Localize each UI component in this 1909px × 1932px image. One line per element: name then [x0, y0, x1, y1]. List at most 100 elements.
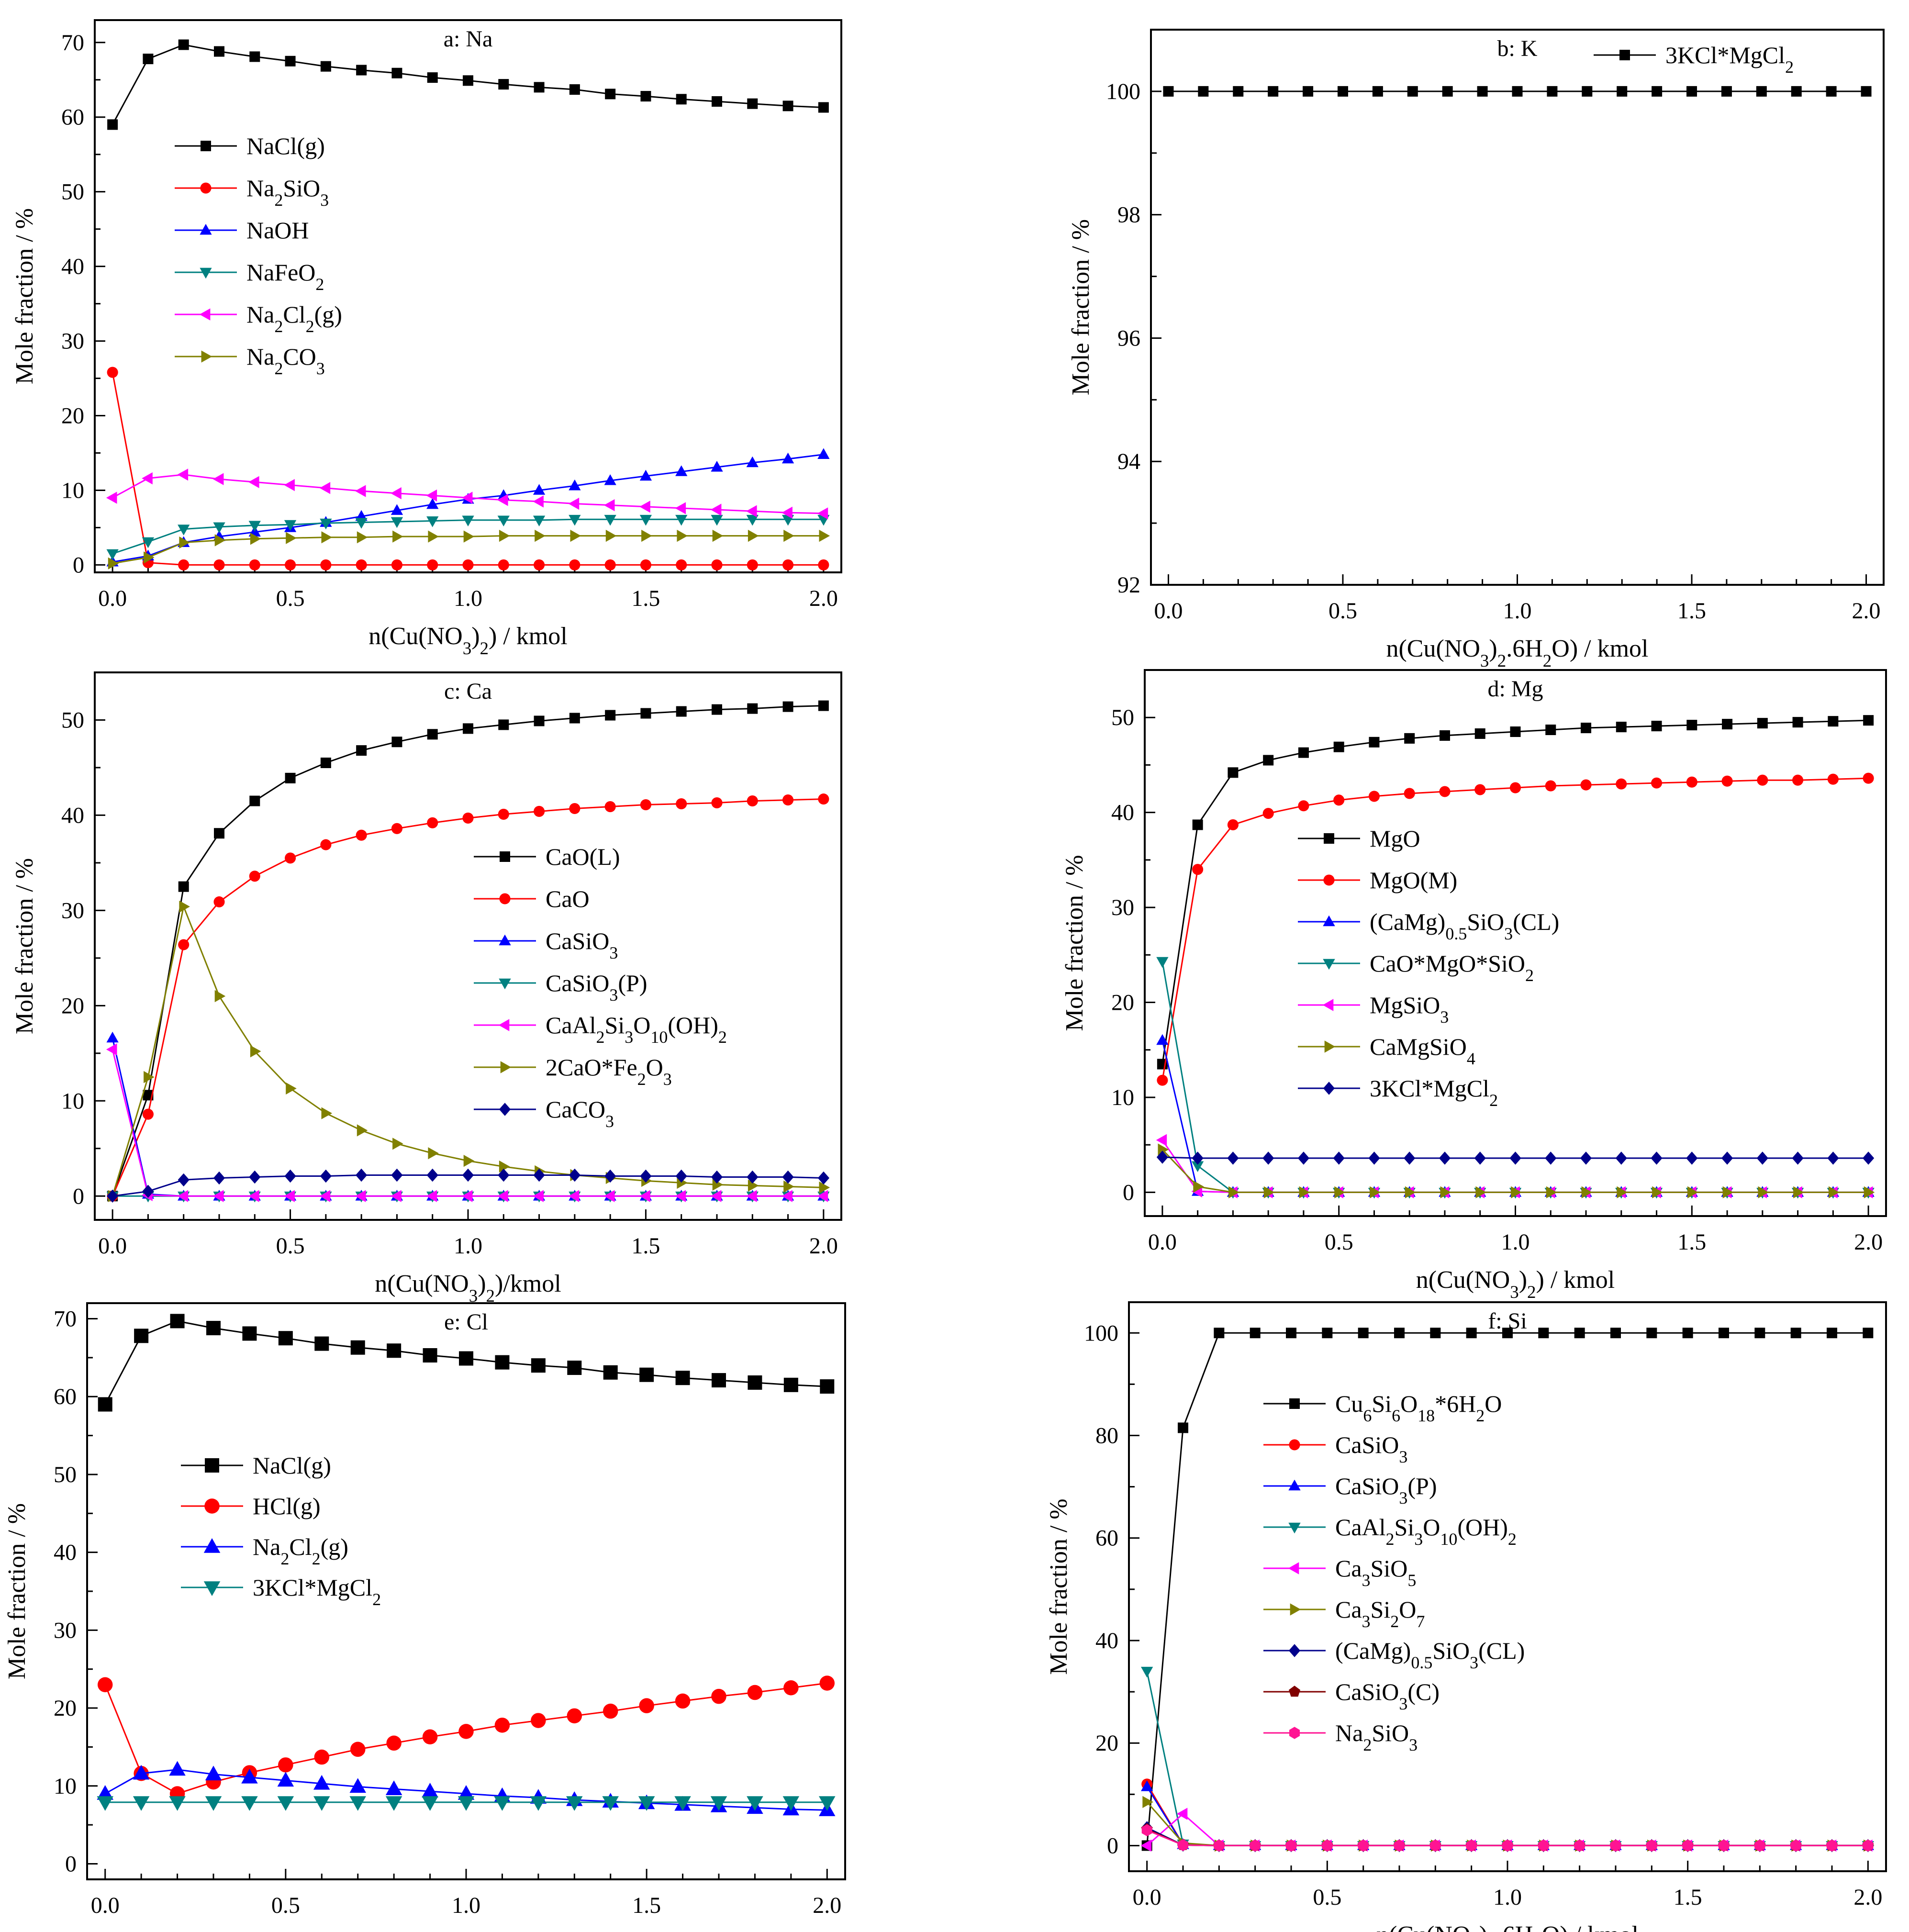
panel-e-legend-item-3kcl-mgcl2: 3KCl*MgCl2 — [181, 1574, 381, 1609]
panel-c-series-cao-l-point — [249, 795, 260, 806]
panel-e-x-tick-label: 0.0 — [91, 1893, 120, 1918]
panel-d-series-mgo-point — [1439, 730, 1450, 741]
panel-c-series-cao-l — [107, 700, 829, 1202]
panel-d-series-camgsio4-point — [1440, 1186, 1451, 1198]
panel-c-series-cao — [107, 793, 829, 1202]
panel-a-x-axis-label: n(Cu(NO3)2) / kmol — [368, 623, 567, 659]
panel-d-series-mgo-m-point — [1509, 782, 1521, 793]
panel-f-series-cu6si6o18-6h2o-point — [1214, 1328, 1225, 1339]
panel-c-series-caal2si3o10-oh-2-point — [710, 1190, 722, 1202]
panel-e-series-nacl-g-point — [495, 1355, 510, 1370]
panel-d-y-tick-label: 50 — [1111, 705, 1134, 730]
panel-a-y-tick-label: 60 — [61, 105, 84, 130]
panel-c-series-2cao-fe2o3-point — [286, 1082, 297, 1095]
panel-f-y-tick-label: 20 — [1095, 1731, 1118, 1756]
panel-d-legend-item-mgsio3-label: MgSiO3 — [1370, 992, 1449, 1027]
panel-e-y-tick-label: 50 — [54, 1462, 77, 1487]
panel-d-series-mgo-m-point — [1580, 779, 1592, 791]
panel-f-series-cu6si6o18-6h2o-point — [1322, 1328, 1333, 1339]
panel-e-legend-item-hcl-g: HCl(g) — [181, 1493, 321, 1519]
panel-c-series-caal2si3o10-oh-2-point — [568, 1190, 580, 1202]
panel-c-series-cao-point — [320, 839, 332, 850]
panel-c-x-tick-label: 1.5 — [631, 1233, 660, 1259]
panel-d-y-axis-label: Mole fraction / % — [1061, 855, 1088, 1031]
panel-f-series-na2sio3-point — [1538, 1839, 1549, 1852]
panel-f-series-casio3-p-line — [1146, 1786, 1868, 1846]
panel-b-y-tick-label: 96 — [1117, 325, 1140, 351]
panel-c-series-caco3-point — [747, 1170, 759, 1184]
panel-c-series-cao-point — [142, 1108, 154, 1120]
panel-f-series-na2sio3-point — [1610, 1839, 1621, 1852]
panel-a-series-naoh-point — [675, 465, 688, 476]
panel-a-series-nacl-g-point — [214, 46, 224, 57]
panel-a-series-na2cl2-g-point — [568, 497, 580, 510]
panel-c-legend-item-2cao-fe2o3-marker — [500, 1061, 512, 1073]
panel-d-series-camgsio4-point — [1617, 1186, 1628, 1198]
panel-d-legend-item-3kcl-mgcl2-label: 3KCl*MgCl2 — [1370, 1075, 1498, 1110]
panel-a-series-nacl-g-point — [712, 96, 722, 107]
panel-c-series-caco3-point — [782, 1170, 794, 1184]
panel-c-series-cao-l-point — [676, 706, 687, 717]
panel-e-series-na2cl2-g-point — [169, 1761, 186, 1776]
panel-f-plot-frame — [1128, 1301, 1887, 1872]
panel-e-series-nacl-g-point — [314, 1336, 329, 1351]
panel-a-legend-item-na2co3: Na2CO3 — [175, 343, 325, 378]
panel-e-series-nacl-g-point — [675, 1371, 690, 1385]
panel-d-series-3kcl-mgcl2-point — [1863, 1151, 1875, 1165]
panel-e-series-hcl-g-point — [567, 1708, 582, 1724]
panel-a-series-naoh-point — [781, 452, 794, 464]
panel-e-series-na2cl2-g-point — [205, 1765, 222, 1781]
panel-e-series-3kcl-mgcl2-point — [782, 1796, 800, 1811]
panel-c-legend-item-casio3-p-marker — [499, 978, 511, 990]
panel-f-series-caal2si3o10-oh-2-point — [1141, 1666, 1153, 1678]
panel-c-series-caal2si3o10-oh-2-point — [461, 1190, 473, 1202]
panel-a-series-na2sio3-point — [107, 367, 118, 378]
panel-e-series-3kcl-mgcl2-point — [169, 1796, 186, 1811]
panel-e-series-3kcl-mgcl2-point — [385, 1796, 402, 1811]
panel-c-legend-item-cao-l: CaO(L) — [474, 843, 620, 870]
panel-d-legend-item-mgsio3: MgSiO3 — [1298, 992, 1449, 1027]
panel-a-title: a: Na — [444, 26, 493, 52]
panel-a-series-naoh-point — [746, 456, 759, 468]
panel-f-series-na2sio3-point — [1719, 1839, 1729, 1852]
panel-a-series-nafeo2-point — [284, 520, 297, 531]
panel-d-y-tick-label: 40 — [1111, 800, 1134, 826]
panel-d-legend-item-camg-0-5sio3-cl: (CaMg)0.5SiO3(CL) — [1298, 908, 1559, 943]
panel-b-series-3kcl-mgcl2-point — [1407, 86, 1418, 97]
panel-d-series-mgo-point — [1333, 741, 1344, 752]
panel-e-series-na2cl2-g-point — [313, 1775, 330, 1790]
panel-e-series-nacl-g-point — [748, 1375, 762, 1390]
panel-c-series-caco3-point — [213, 1171, 225, 1185]
panel-a-series-nafeo2-point — [106, 549, 119, 560]
panel-b-series-3kcl-mgcl2-point — [1721, 86, 1732, 97]
panel-d-series-3kcl-mgcl2 — [1156, 1150, 1875, 1165]
panel-a-series-na2cl2-g-point — [248, 476, 259, 488]
panel-c-series-caal2si3o10-oh-2-point — [746, 1190, 757, 1202]
panel-e-x-tick-label: 2.0 — [813, 1893, 841, 1918]
panel-c-legend-item-cao-marker — [499, 893, 511, 905]
panel-b-x-axis-label: n(Cu(NO3)2.6H2O) / kmol — [1386, 635, 1648, 671]
panel-a-series-na2sio3-point — [213, 559, 225, 570]
panel-f-series-ca3sio5-point — [1176, 1808, 1188, 1820]
panel-c-series-2cao-fe2o3-point — [321, 1107, 333, 1119]
panel-b-plot-frame — [1150, 29, 1885, 586]
panel-d-series-camgsio4-point — [1722, 1186, 1734, 1198]
panel-a-series-na2cl2-g-point — [639, 501, 650, 513]
panel-c-series-cao-point — [285, 852, 296, 864]
panel-f-series-cu6si6o18-6h2o-point — [1863, 1328, 1874, 1339]
panel-e-series-hcl-g-point — [531, 1713, 546, 1728]
panel-a-legend-item-nacl-g-label: NaCl(g) — [246, 133, 325, 159]
panel-b-series-3kcl-mgcl2-point — [1442, 86, 1453, 97]
panel-d-legend-item-mgo-label: MgO — [1370, 825, 1420, 852]
panel-a-series-nafeo2-point — [248, 521, 261, 532]
panel-f-series-cu6si6o18-6h2o-point — [1286, 1328, 1296, 1339]
panel-d-series-mgo-m-point — [1262, 808, 1274, 819]
panel-c-series-caal2si3o10-oh-2-point — [817, 1190, 828, 1202]
panel-a-x-tick-label: 1.0 — [454, 586, 482, 611]
panel-f-x-tick-label: 1.0 — [1493, 1885, 1522, 1910]
panel-c-series-cao-point — [640, 799, 651, 811]
panel-d-mg: 0.0 0.5 1.0 1.5 2.0 0 10 20 30 40 50 d: Mg n(Cu(NO3)… — [1061, 669, 1887, 1302]
panel-e-cl: 0.0 0.5 1.0 1.5 2.0 0 10 20 30 40 50 60 70 e: Cl n(Cu(… — [3, 1302, 846, 1932]
panel-e-legend-item-3kcl-mgcl2-label: 3KCl*MgCl2 — [253, 1574, 381, 1609]
panel-a-series-nacl-g-point — [391, 67, 402, 78]
